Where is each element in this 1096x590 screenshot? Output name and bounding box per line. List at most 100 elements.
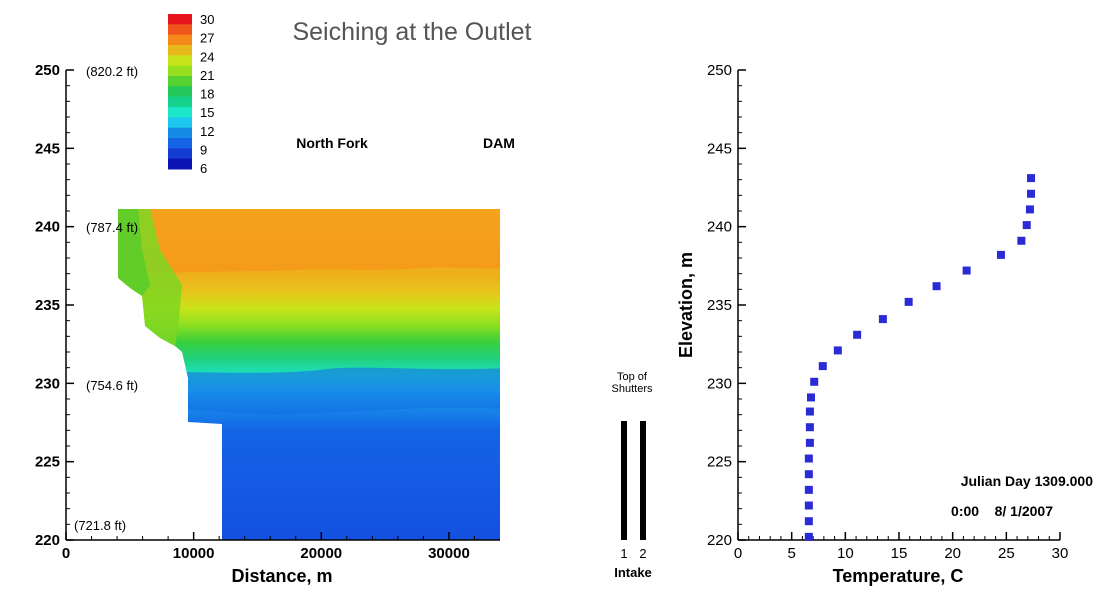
right-y-tick-label: 230 [707, 375, 732, 392]
temperature-point [1017, 236, 1026, 245]
left-x-tick-label: 20000 [300, 545, 342, 562]
left-x-tick-label: 10000 [173, 545, 215, 562]
right-y-tick-label: 245 [707, 140, 732, 157]
ft-label-787: (787.4 ft) [86, 220, 138, 235]
left-y-tick-label: 225 [35, 454, 60, 471]
left-x-tick-label: 30000 [428, 545, 470, 562]
temperature-point [932, 282, 941, 291]
temperature-point [804, 485, 813, 494]
shallow-zone-inner [118, 209, 150, 296]
left-y-tick-label: 245 [35, 140, 60, 157]
colorbar-swatch [168, 158, 192, 170]
right-x-axis-label: Temperature, C [833, 566, 964, 586]
colorbar-swatch [168, 76, 192, 87]
left-y-tick-label: 220 [35, 532, 60, 549]
colorbar-label: 18 [200, 87, 214, 102]
right-x-tick-label: 20 [944, 545, 961, 562]
temperature-point [878, 315, 887, 324]
colorbar-swatch [168, 14, 192, 25]
temperature-point [804, 501, 813, 510]
left-x-axis-label: Distance, m [231, 566, 332, 586]
temperature-point [1027, 174, 1036, 183]
right-y-tick-label: 225 [707, 454, 732, 471]
temperature-point [904, 297, 913, 306]
temperature-point [805, 438, 814, 447]
left-y-tick-label: 235 [35, 297, 60, 314]
colorbar-swatch [168, 86, 192, 98]
temperature-point [805, 407, 814, 416]
intake-label: Intake [614, 565, 652, 580]
chart-title: Seiching at the Outlet [292, 18, 531, 46]
right-panel: 220 225 230 235 240 245 250 0 5 10 15 20 25 30 Eleva… [676, 62, 1093, 586]
right-x-tick-label: 15 [891, 545, 908, 562]
ft-label-721: (721.8 ft) [74, 518, 126, 533]
datetime-label: 0:00 8/ 1/2007 [951, 503, 1053, 519]
right-y-tick-label: 250 [707, 62, 732, 79]
right-x-ticks: 0 5 10 15 20 25 30 [734, 532, 1069, 562]
colorbar-label: 24 [200, 49, 214, 64]
right-x-tick-label: 30 [1052, 545, 1069, 562]
temperature-point [804, 454, 813, 463]
colorbar-swatch [168, 24, 192, 36]
temperature-point [833, 346, 842, 355]
colorbar-swatch [168, 107, 192, 118]
right-x-tick-label: 25 [998, 545, 1015, 562]
band-warm-edge [118, 267, 500, 290]
left-x-ticks: 0 10000 20000 30000 [62, 532, 475, 562]
left-y-tick-label: 250 [35, 62, 60, 79]
temperature-point [804, 517, 813, 526]
colorbar-label: 27 [200, 31, 214, 46]
temperature-field [118, 209, 500, 540]
temperature-point [853, 330, 862, 339]
colorbar-label: 12 [200, 124, 214, 139]
colorbar-swatch [168, 55, 192, 67]
intake-number-2: 2 [639, 546, 646, 561]
temperature-point [1025, 205, 1034, 214]
colorbar-label: 21 [200, 68, 214, 83]
temperature-point [810, 377, 819, 386]
ft-label-820: (820.2 ft) [86, 64, 138, 79]
colorbar-swatch [168, 65, 192, 77]
colorbar-swatch [168, 34, 192, 46]
north-fork-label: North Fork [296, 135, 368, 151]
colorbar-label: 30 [200, 12, 214, 27]
intake-diagram: Top of Shutters 1 2 Intake [612, 371, 653, 580]
julian-day-label: Julian Day 1309.000 [961, 473, 1094, 489]
right-y-ticks: 220 225 230 235 240 245 250 [707, 62, 746, 549]
right-y-tick-label: 240 [707, 219, 732, 236]
temperature-point [804, 470, 813, 479]
right-y-tick-label: 220 [707, 532, 732, 549]
right-x-tick-label: 10 [837, 545, 854, 562]
temperature-profile [804, 174, 1036, 541]
colorbar: 30 27 24 21 18 15 12 9 6 [168, 12, 214, 176]
colorbar-swatch [168, 138, 192, 149]
intake-number-1: 1 [620, 546, 627, 561]
left-x-tick-label: 0 [62, 545, 70, 562]
colorbar-label: 6 [200, 161, 207, 176]
temperature-point [1022, 221, 1031, 230]
right-x-tick-label: 5 [787, 545, 795, 562]
temperature-point [804, 532, 813, 541]
left-y-tick-label: 240 [35, 219, 60, 236]
colorbar-label: 15 [200, 105, 214, 120]
top-of-shutters-line1: Top of [617, 371, 648, 383]
temperature-point [962, 266, 971, 275]
left-panel: 220 225 230 235 240 245 250 0 10000 20000 30000 (… [35, 62, 515, 586]
colorbar-label: 9 [200, 142, 207, 157]
dam-label: DAM [483, 135, 515, 151]
left-y-ticks: 220 225 230 235 240 245 250 [35, 62, 74, 549]
band-cool [118, 367, 500, 415]
colorbar-swatch [168, 148, 192, 160]
colorbar-swatch [168, 96, 192, 108]
colorbar-swatch [168, 117, 192, 129]
ft-label-754: (754.6 ft) [86, 378, 138, 393]
shutter-bar-2 [640, 421, 646, 540]
top-of-shutters-line2: Shutters [612, 383, 653, 395]
colorbar-swatch [168, 45, 192, 56]
temperature-point [818, 362, 827, 371]
temperature-point [806, 393, 815, 402]
temperature-point [1027, 189, 1036, 198]
shutter-bar-1 [621, 421, 627, 540]
temperature-point [996, 250, 1005, 259]
